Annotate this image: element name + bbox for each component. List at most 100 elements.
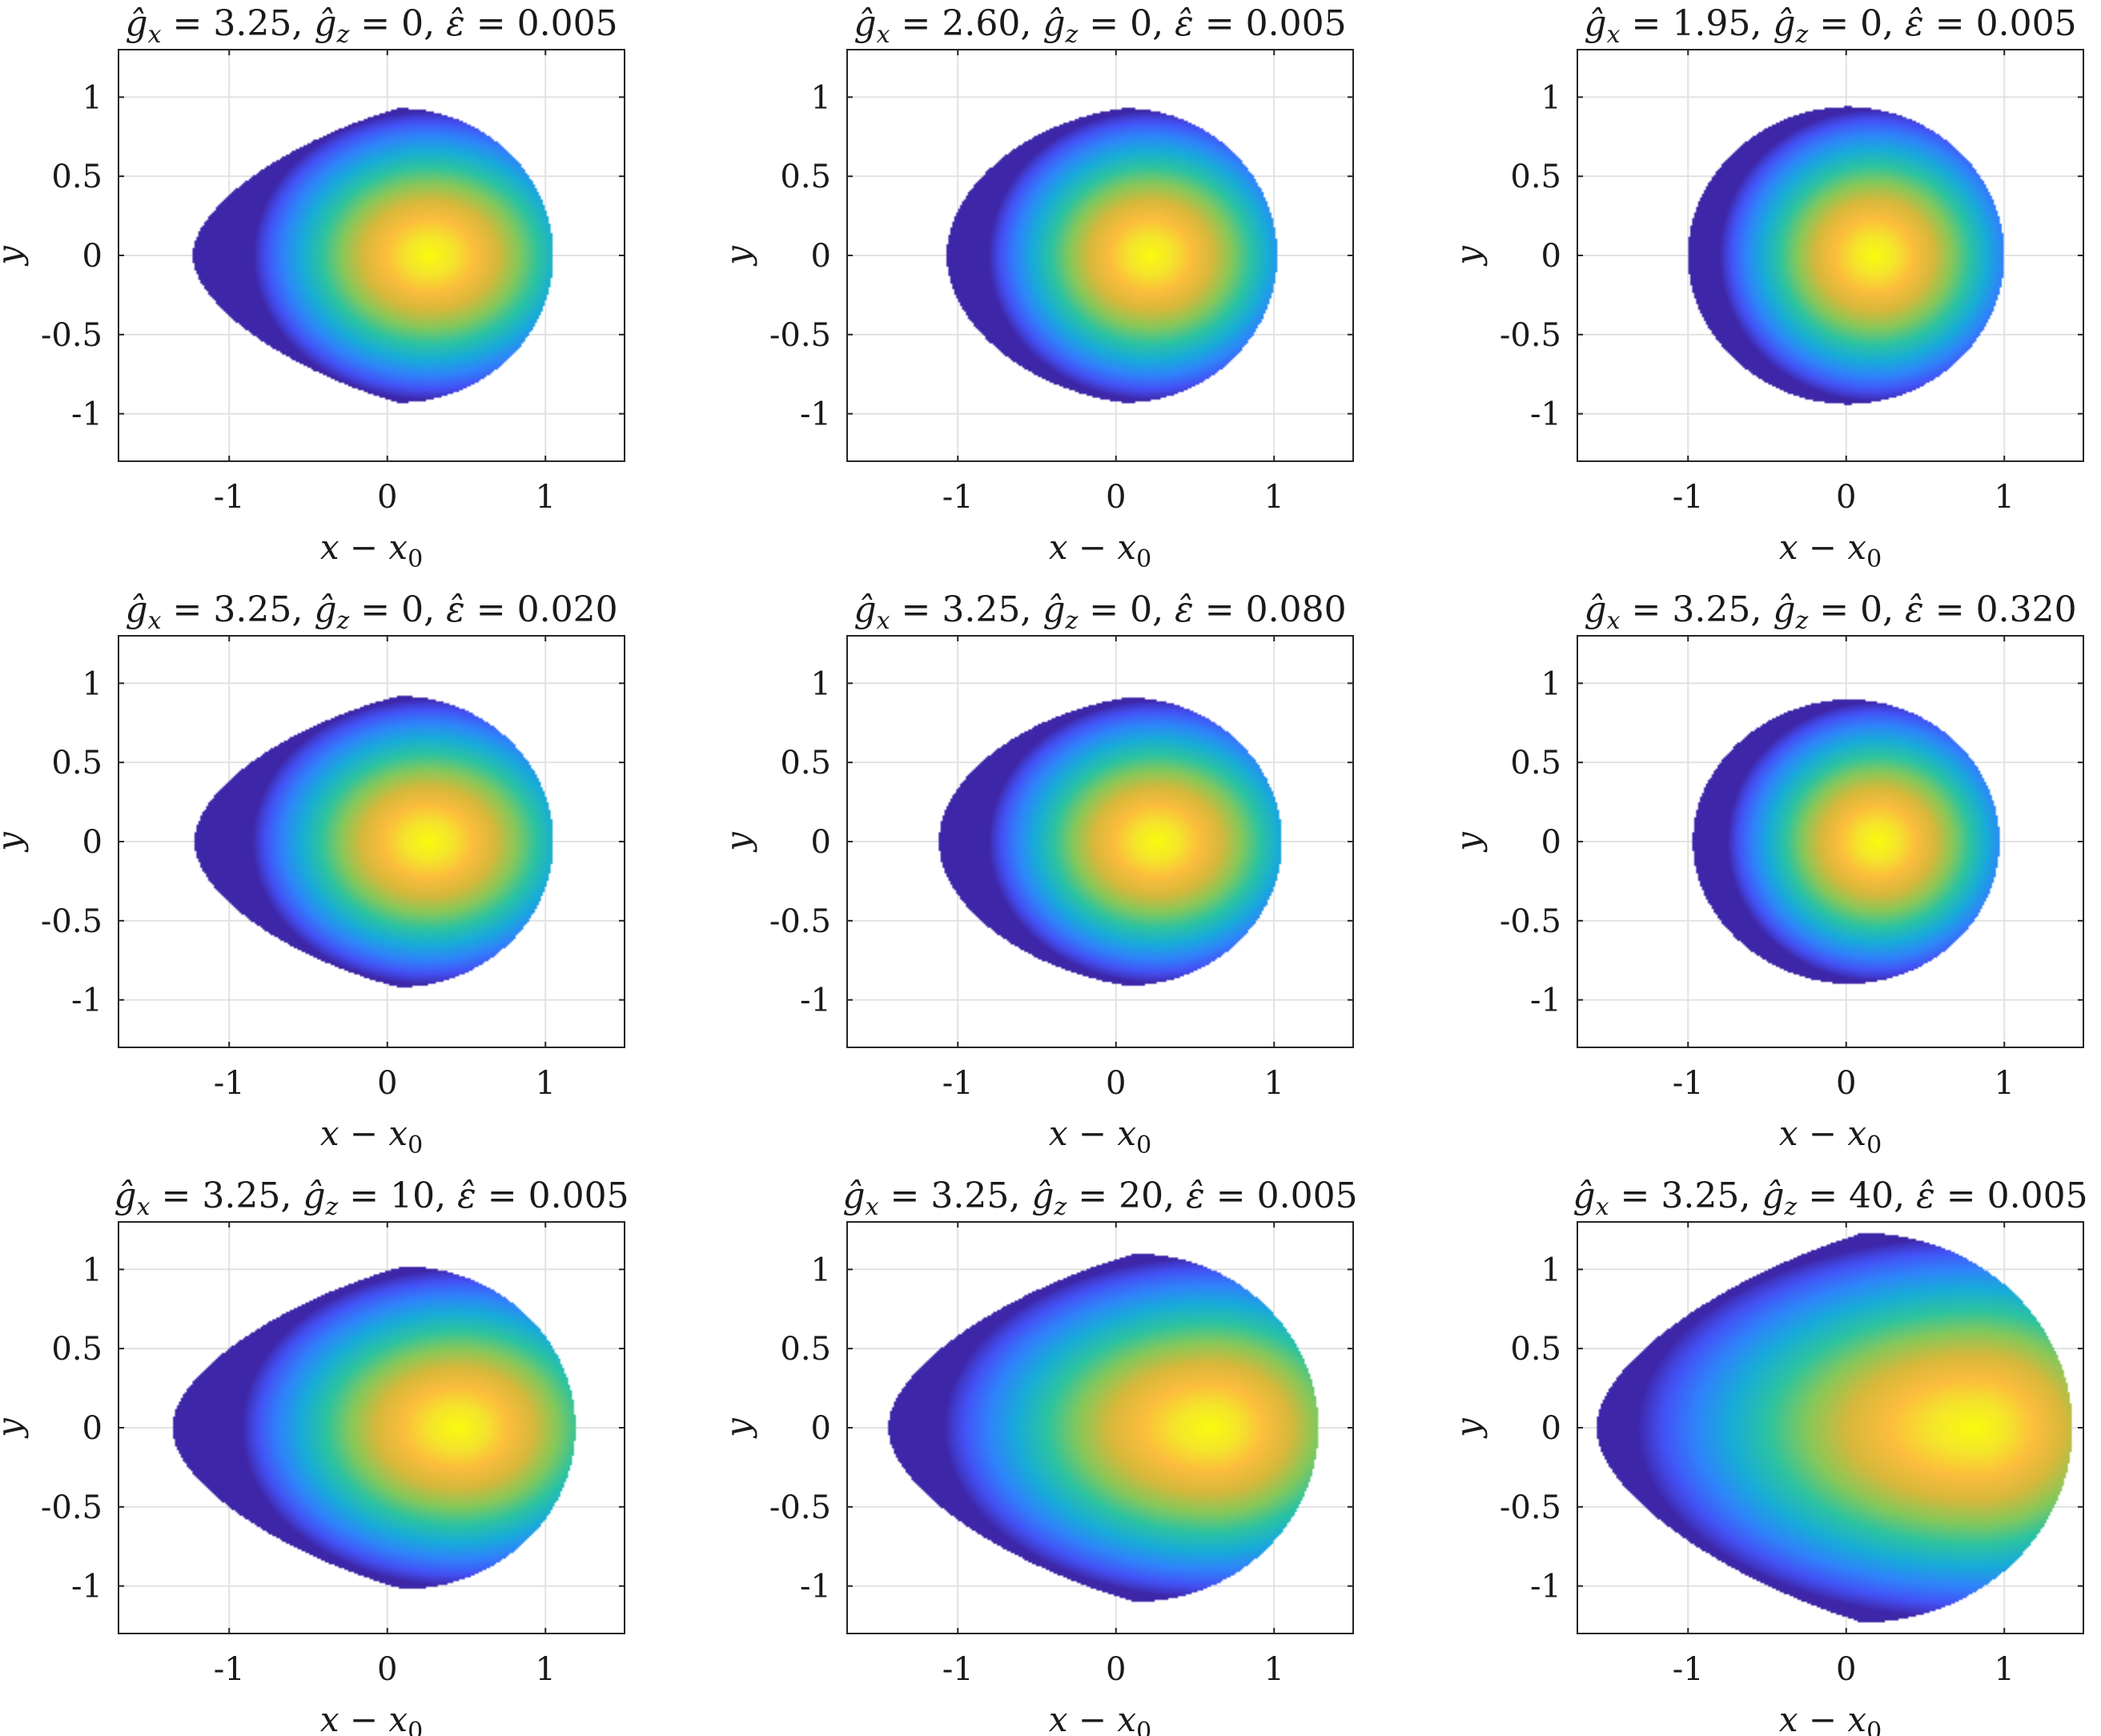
title-eps-value: 0.020 <box>517 589 618 630</box>
x-axis-label-main: x − x <box>1779 1114 1867 1153</box>
title-gx-value: 3.25 <box>1672 589 1750 630</box>
y-tick-label: -1 <box>800 396 831 433</box>
x-axis-label: x − x0 <box>320 1700 423 1736</box>
y-tick-label: -0.5 <box>41 317 102 354</box>
y-tick-label: 0.5 <box>780 159 831 195</box>
shape-field <box>1577 50 2083 461</box>
title-gz-value: 0 <box>1860 3 1882 44</box>
shape-field <box>1577 1222 2083 1634</box>
title-eps-value: 0.005 <box>528 1175 629 1216</box>
title-gz-value: 20 <box>1119 1175 1163 1216</box>
x-axis-label-main: x − x <box>1049 1700 1137 1736</box>
title-eps-value: 0.005 <box>517 3 618 44</box>
x-tick-label: 0 <box>1106 479 1126 516</box>
y-axis-label: y <box>0 831 29 853</box>
y-tick-label: 1 <box>82 665 102 702</box>
y-tick-label: 1 <box>811 665 831 702</box>
shape-field <box>847 50 1353 461</box>
y-tick-label: 1 <box>811 79 831 116</box>
y-tick-label: 0 <box>1541 1410 1561 1447</box>
panel-title: ĝx = 2.60, ĝz = 0, ε̂ = 0.005 <box>854 3 1346 49</box>
y-tick-label: -0.5 <box>1500 1489 1561 1526</box>
title-gx-value: 1.95 <box>1672 3 1750 44</box>
x-tick-label: -1 <box>942 1651 974 1688</box>
y-tick-label: 1 <box>1541 665 1561 702</box>
y-tick-label: 0.5 <box>1510 1331 1561 1368</box>
y-tick-label: -1 <box>1530 1569 1561 1605</box>
x-tick-label: 1 <box>536 479 556 516</box>
title-gz-value: 10 <box>390 1175 435 1216</box>
x-tick-label: -1 <box>942 479 974 516</box>
x-axis-label-main: x − x <box>1779 1700 1867 1736</box>
x-axis-label: x − x0 <box>1049 1114 1151 1159</box>
y-tick-label: -0.5 <box>1500 317 1561 354</box>
title-gx-value: 2.60 <box>942 3 1020 44</box>
y-tick-label: 0.5 <box>780 1331 831 1368</box>
x-tick-label: 0 <box>377 1065 397 1102</box>
y-axis-label: y <box>718 1417 757 1439</box>
x-tick-label: 1 <box>1264 1651 1284 1688</box>
x-tick-label: 1 <box>1995 479 2015 516</box>
y-tick-label: -1 <box>71 983 102 1019</box>
title-eps-value: 0.005 <box>1246 3 1347 44</box>
y-tick-label: -0.5 <box>769 317 831 354</box>
x-axis-label-subscript: 0 <box>408 545 423 573</box>
shape-field <box>847 636 1353 1047</box>
title-gx-value: 3.25 <box>942 589 1020 630</box>
x-axis-label-subscript: 0 <box>1136 1131 1151 1159</box>
title-eps-value: 0.005 <box>1257 1175 1358 1216</box>
x-axis-label-subscript: 0 <box>1866 1718 1882 1736</box>
shape-field <box>119 50 625 461</box>
x-tick-label: 1 <box>1995 1651 2015 1688</box>
title-eps-value: 0.080 <box>1246 589 1347 630</box>
title-eps-value: 0.005 <box>1987 1175 2088 1216</box>
x-tick-label: 0 <box>1836 1065 1856 1102</box>
y-axis-label: y <box>1448 245 1488 267</box>
y-tick-label: 0 <box>82 238 102 275</box>
x-tick-label: 0 <box>377 1651 397 1688</box>
x-tick-label: 0 <box>377 479 397 516</box>
shape-field <box>847 1222 1353 1634</box>
y-tick-label: -1 <box>1530 396 1561 433</box>
x-axis-label-subscript: 0 <box>1136 545 1151 573</box>
x-tick-label: 1 <box>536 1651 556 1688</box>
title-gz-value: 0 <box>1130 3 1152 44</box>
y-tick-label: -1 <box>71 396 102 433</box>
x-tick-label: 0 <box>1106 1651 1126 1688</box>
x-axis-label: x − x0 <box>1049 528 1151 573</box>
x-axis-label-main: x − x <box>320 1700 408 1736</box>
x-tick-label: 0 <box>1836 1651 1856 1688</box>
panel-title: ĝx = 3.25, ĝz = 0, ε̂ = 0.020 <box>125 589 617 635</box>
x-axis-label: x − x0 <box>320 528 423 573</box>
panel-title: ĝx = 3.25, ĝz = 0, ε̂ = 0.320 <box>1584 589 2076 635</box>
y-tick-label: 0.5 <box>780 745 831 782</box>
x-tick-label: 0 <box>1836 479 1856 516</box>
y-axis-label: y <box>718 831 757 853</box>
y-tick-label: 1 <box>811 1252 831 1288</box>
y-tick-label: -0.5 <box>41 903 102 940</box>
shape-field <box>119 1222 625 1634</box>
title-gx-value: 3.25 <box>930 1175 1009 1216</box>
x-axis-label-subscript: 0 <box>1866 545 1882 573</box>
y-tick-label: 0 <box>82 1410 102 1447</box>
y-axis-label: y <box>0 1417 29 1439</box>
y-tick-label: -0.5 <box>769 1489 831 1526</box>
x-tick-label: 0 <box>1106 1065 1126 1102</box>
x-axis-label-subscript: 0 <box>408 1718 423 1736</box>
y-tick-label: 0 <box>811 238 831 275</box>
title-gz-value: 0 <box>401 589 424 630</box>
x-tick-label: -1 <box>1673 479 1704 516</box>
panel-title: ĝx = 3.25, ĝz = 10, ε̂ = 0.005 <box>114 1175 629 1221</box>
panel-title: ĝx = 3.25, ĝz = 40, ε̂ = 0.005 <box>1573 1175 2087 1221</box>
x-tick-label: -1 <box>214 1651 245 1688</box>
title-gz-value: 0 <box>1860 589 1882 630</box>
title-gx-value: 3.25 <box>1661 1175 1739 1216</box>
y-axis-label: y <box>0 245 29 267</box>
x-axis-label-subscript: 0 <box>1136 1718 1151 1736</box>
